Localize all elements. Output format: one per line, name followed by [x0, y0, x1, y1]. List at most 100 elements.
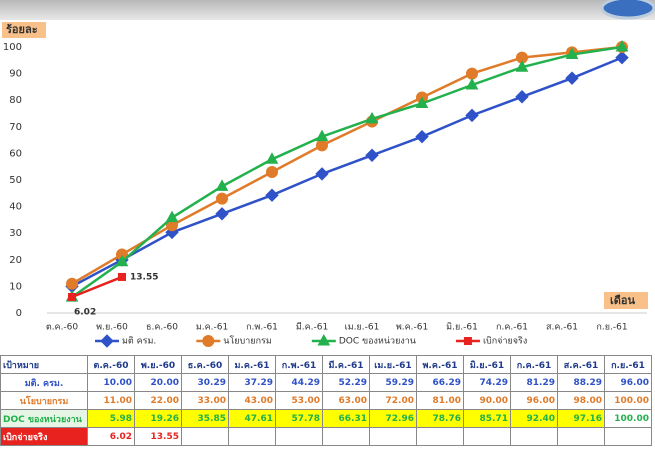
x-tick-label: พ.ค.-61: [396, 323, 428, 333]
marker: [203, 336, 214, 347]
table-cell: ส.ค.-61: [558, 356, 605, 374]
x-tick-label: ก.พ.-61: [246, 323, 278, 333]
table-cell: มิ.ย.-61: [464, 356, 511, 374]
table-cell: 53.00: [276, 392, 323, 410]
legend-label: มติ ครม.: [122, 336, 156, 347]
table-cell: พ.ย.-60: [135, 356, 182, 374]
table-cell: มี.ค.-61: [323, 356, 370, 374]
marker: [366, 149, 378, 161]
table-cell: 47.61: [229, 410, 276, 428]
series-line: [72, 58, 622, 287]
table-cell: 59.29: [370, 374, 417, 392]
table-cell: [464, 428, 511, 446]
table-cell: 74.29: [464, 374, 511, 392]
legend-label: นโยบายกรม: [223, 336, 272, 347]
y-tick-label: 20: [9, 255, 22, 266]
x-tick-label: ส.ค.-61: [546, 323, 578, 333]
table-cell: 30.29: [182, 374, 229, 392]
table-cell: ม.ค.-61: [229, 356, 276, 374]
table-cell: 43.00: [229, 392, 276, 410]
table-cell: 100.00: [605, 392, 652, 410]
x-tick-label: ธ.ค.-60: [146, 323, 178, 333]
x-tick-label: ม.ค.-61: [196, 323, 228, 333]
x-tick-label: มี.ค.-61: [296, 322, 328, 333]
table-cell: 5.98: [88, 410, 135, 428]
table-cell: [276, 428, 323, 446]
table-cell: พ.ค.-61: [417, 356, 464, 374]
y-tick-label: 80: [9, 95, 22, 106]
marker: [101, 335, 113, 347]
series-line: [72, 47, 622, 297]
y-tick-label: 30: [9, 228, 22, 239]
table-cell: 78.76: [417, 410, 464, 428]
table-cell: 35.85: [182, 410, 229, 428]
table-cell: 33.00: [182, 392, 229, 410]
marker: [69, 293, 76, 300]
data-label: 13.55: [130, 272, 158, 282]
marker: [216, 208, 228, 220]
x-tick-label: ก.ค.-61: [496, 323, 528, 333]
x-tick-label: พ.ย.-60: [96, 323, 128, 333]
marker: [466, 109, 478, 121]
page: ร้อยละ เดือน 0102030405060708090100ต.ค.-…: [0, 0, 655, 452]
chart: ร้อยละ เดือน 0102030405060708090100ต.ค.-…: [0, 0, 655, 355]
table-cell: 44.29: [276, 374, 323, 392]
table-cell: 13.55: [135, 428, 182, 446]
data-label: 6.02: [74, 307, 96, 317]
table-cell: 37.29: [229, 374, 276, 392]
y-tick-label: 0: [16, 308, 22, 319]
table-cell: ธ.ค.-60: [182, 356, 229, 374]
y-tick-label: 40: [9, 202, 22, 213]
table-cell: 10.00: [88, 374, 135, 392]
x-tick-label: เม.ย.-61: [345, 323, 380, 333]
table-cell: นโยบายกรม: [1, 392, 88, 410]
table-cell: DOC ของหน่วยงาน: [1, 410, 88, 428]
table-cell: เบิกจ่ายจริง: [1, 428, 88, 446]
x-tick-label: ก.ย.-61: [596, 323, 627, 333]
marker: [464, 338, 471, 345]
table-cell: [229, 428, 276, 446]
x-axis-label: เดือน: [610, 294, 636, 307]
icon: [602, 0, 654, 18]
marker: [467, 68, 478, 79]
table-cell: 22.00: [135, 392, 182, 410]
table-cell: 72.00: [370, 392, 417, 410]
table-cell: 19.26: [135, 410, 182, 428]
table-cell: 81.00: [417, 392, 464, 410]
marker: [267, 167, 278, 178]
data-table: เป้าหมายต.ค.-60พ.ย.-60ธ.ค.-60ม.ค.-61ก.พ.…: [0, 355, 652, 446]
table-cell: ก.ย.-61: [605, 356, 652, 374]
x-tick-label: มิ.ย.-61: [446, 322, 478, 333]
table-cell: 63.00: [323, 392, 370, 410]
table-cell: [182, 428, 229, 446]
marker: [217, 193, 228, 204]
table-cell: เป้าหมาย: [1, 356, 88, 374]
table-cell: 98.00: [558, 392, 605, 410]
table-cell: [323, 428, 370, 446]
table-row: DOC ของหน่วยงาน5.9819.2635.8547.6157.786…: [1, 410, 652, 428]
table-cell: [558, 428, 605, 446]
marker: [566, 72, 578, 84]
marker: [616, 52, 628, 64]
table-row: เบิกจ่ายจริง6.0213.55: [1, 428, 652, 446]
marker: [416, 131, 428, 143]
table-cell: 52.29: [323, 374, 370, 392]
table-cell: 66.31: [323, 410, 370, 428]
marker: [516, 91, 528, 103]
table-cell: 57.78: [276, 410, 323, 428]
table-cell: [605, 428, 652, 446]
table-cell: 96.00: [605, 374, 652, 392]
marker: [317, 140, 328, 151]
y-tick-label: 70: [9, 122, 22, 133]
table-cell: [370, 428, 417, 446]
top-bar: [0, 0, 655, 20]
y-axis-label: ร้อยละ: [6, 23, 38, 36]
table-cell: 100.00: [605, 410, 652, 428]
table-cell: ก.ค.-61: [511, 356, 558, 374]
table-cell: 85.71: [464, 410, 511, 428]
table-cell: 92.40: [511, 410, 558, 428]
marker: [266, 189, 278, 201]
legend-label: DOC ของหน่วยงาน: [339, 337, 416, 347]
